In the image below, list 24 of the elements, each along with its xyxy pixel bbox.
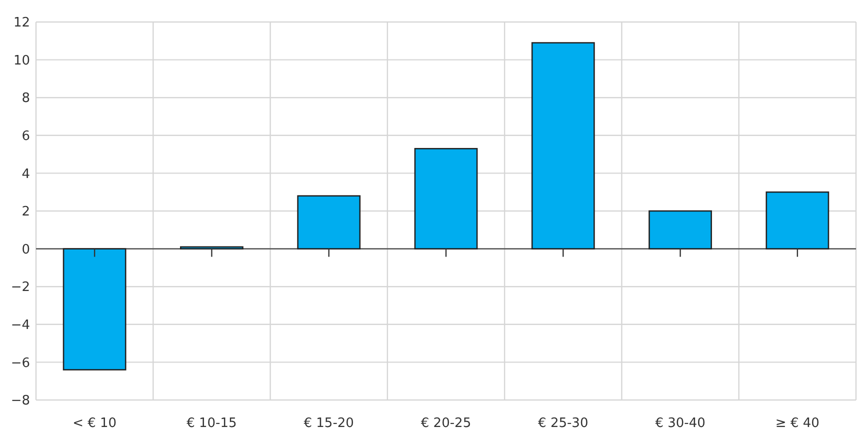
x-tick-label: € 15-20 <box>304 416 354 431</box>
bar <box>531 42 595 250</box>
bar <box>648 210 712 250</box>
y-tick-label: −4 <box>10 318 30 333</box>
x-tick-label: € 30-40 <box>655 416 706 431</box>
y-tick-label: 6 <box>22 128 30 144</box>
x-tick-label: € 10-15 <box>186 416 237 431</box>
bar <box>297 195 361 250</box>
y-tick-label: 0 <box>22 242 30 258</box>
x-tick-label: € 20-25 <box>420 416 472 431</box>
y-tick-label: −6 <box>10 356 30 371</box>
y-tick-label: 4 <box>22 166 30 182</box>
y-tick-label: 12 <box>13 16 30 31</box>
bar <box>414 148 478 250</box>
y-tick-label: 10 <box>13 53 30 68</box>
y-tick-label: −2 <box>10 280 30 296</box>
y-tick-label: 8 <box>22 91 30 106</box>
x-tick-label: ≥ € 40 <box>775 416 820 431</box>
bar <box>62 248 126 370</box>
y-tick-label: 2 <box>22 204 30 220</box>
bar <box>766 191 830 250</box>
x-tick-label: < € 10 <box>72 416 117 431</box>
x-tick-label: € 25-30 <box>538 416 588 431</box>
y-tick-label: −8 <box>10 394 30 409</box>
